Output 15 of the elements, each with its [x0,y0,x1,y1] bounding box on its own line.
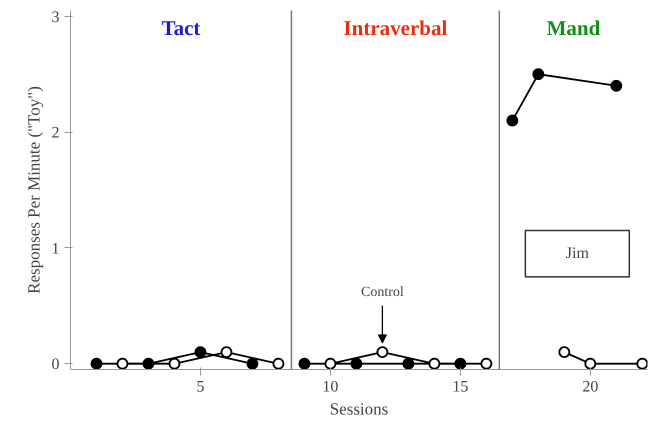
y-tick-label: 0 [52,356,60,374]
y-tick-label: 2 [52,124,60,142]
y-tick-label: 1 [52,240,60,258]
annotation: Mand [546,16,601,40]
x-tick-label: 10 [322,378,338,396]
annotation: Tact [162,16,200,40]
x-tick-label: 15 [452,378,468,396]
annotation: Jim [566,245,590,262]
x-tick-label: 5 [196,378,204,396]
y-axis-title: Responses Per Minute ("Toy") [24,86,44,294]
y-tick-label: 3 [52,8,60,26]
annotation: Intraverbal [343,16,448,40]
x-tick-label: 20 [582,378,598,396]
x-axis-title: Sessions [330,400,388,418]
annotation: Control [361,285,404,300]
